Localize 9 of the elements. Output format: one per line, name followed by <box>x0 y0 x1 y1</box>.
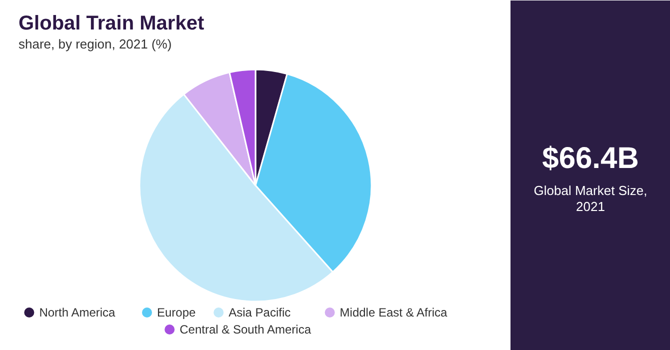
chart-subtitle: share, by region, 2021 (%) <box>18 36 172 52</box>
legend-label: Middle East & Africa <box>340 306 448 320</box>
text: $66.4B <box>542 142 639 175</box>
text: Global Market Size, 2021 <box>534 183 648 214</box>
legend-label: Europe <box>157 306 196 320</box>
legend-label: Asia Pacific <box>228 306 291 320</box>
chart-title: Global Train Market <box>18 12 204 34</box>
legend-label: North America <box>39 306 116 320</box>
legend-label: Central & South America <box>180 322 312 336</box>
